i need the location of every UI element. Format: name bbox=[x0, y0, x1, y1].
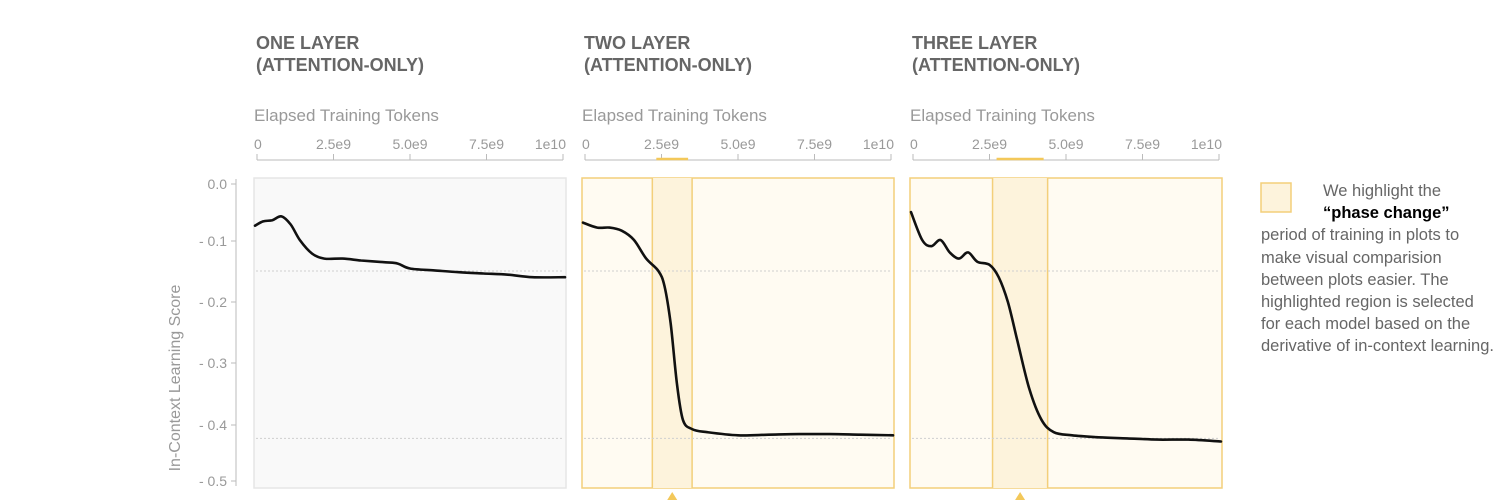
panel-title: THREE LAYER bbox=[912, 33, 1037, 53]
x-tick-label: 2.5e9 bbox=[644, 136, 679, 152]
panel: TWO LAYER(ATTENTION-ONLY) Elapsed Trainin… bbox=[581, 33, 895, 500]
x-tick-label: 0 bbox=[254, 136, 262, 152]
panel-subtitle: (ATTENTION-ONLY) bbox=[912, 55, 1080, 75]
y-axis-label: In-Context Learning Score bbox=[167, 285, 184, 472]
series-line bbox=[253, 215, 567, 279]
x-tick-label: 1e10 bbox=[863, 136, 894, 152]
plot-area bbox=[909, 177, 1223, 489]
y-tick-label: - 0.4 bbox=[199, 417, 227, 433]
y-tick-label: - 0.1 bbox=[199, 233, 227, 249]
panel-subtitle: (ATTENTION-ONLY) bbox=[256, 55, 424, 75]
x-tick-label: 2.5e9 bbox=[316, 136, 351, 152]
x-tick-label: 7.5e9 bbox=[797, 136, 832, 152]
legend-text: We highlight the “phase change” period o… bbox=[1261, 180, 1497, 358]
plot-area bbox=[253, 177, 567, 489]
panel: ONE LAYER(ATTENTION-ONLY) Elapsed Trainin… bbox=[253, 33, 567, 489]
x-tick-label: 5.0e9 bbox=[1048, 136, 1083, 152]
x-tick-label: 5.0e9 bbox=[720, 136, 755, 152]
panel-title: TWO LAYER bbox=[584, 33, 690, 53]
legend-phase-change: “phase change” bbox=[1323, 204, 1450, 223]
x-tick-label: 7.5e9 bbox=[469, 136, 504, 152]
x-tick-label: 2.5e9 bbox=[972, 136, 1007, 152]
y-tick-label: - 0.5 bbox=[199, 473, 227, 489]
series-line bbox=[581, 221, 895, 437]
panel: THREE LAYER(ATTENTION-ONLY) Elapsed Train… bbox=[909, 33, 1223, 500]
y-tick-label: - 0.2 bbox=[199, 294, 227, 310]
plot-area bbox=[581, 177, 895, 489]
x-axis-label: Elapsed Training Tokens bbox=[582, 106, 767, 125]
series-line bbox=[909, 210, 1223, 443]
phase-change-band bbox=[992, 178, 1048, 488]
legend-description: period of training in plots to make visu… bbox=[1261, 226, 1494, 356]
x-tick-label: 1e10 bbox=[1191, 136, 1222, 152]
legend-line-1: We highlight the bbox=[1323, 182, 1442, 200]
x-axis-label: Elapsed Training Tokens bbox=[254, 106, 439, 125]
x-tick-label: 5.0e9 bbox=[392, 136, 427, 152]
panel-title: ONE LAYER bbox=[256, 33, 359, 53]
x-tick-label: 0 bbox=[582, 136, 590, 152]
legend-swatch bbox=[1260, 182, 1292, 213]
chart-panels: ONE LAYER(ATTENTION-ONLY)Elapsed Trainin… bbox=[253, 33, 1223, 500]
y-tick-label: 0.0 bbox=[208, 176, 228, 192]
x-tick-label: 0 bbox=[910, 136, 918, 152]
x-tick-label: 7.5e9 bbox=[1125, 136, 1160, 152]
phase-change-pointer bbox=[1015, 492, 1026, 500]
y-axis: 0.0 - 0.1 - 0.2 - 0.3 - 0.4 - 0.5 In-Context L… bbox=[167, 176, 237, 489]
panel-subtitle: (ATTENTION-ONLY) bbox=[584, 55, 752, 75]
y-tick-label: - 0.3 bbox=[199, 355, 227, 371]
x-tick-label: 1e10 bbox=[535, 136, 566, 152]
phase-change-pointer bbox=[667, 492, 678, 500]
x-axis-label: Elapsed Training Tokens bbox=[910, 106, 1095, 125]
